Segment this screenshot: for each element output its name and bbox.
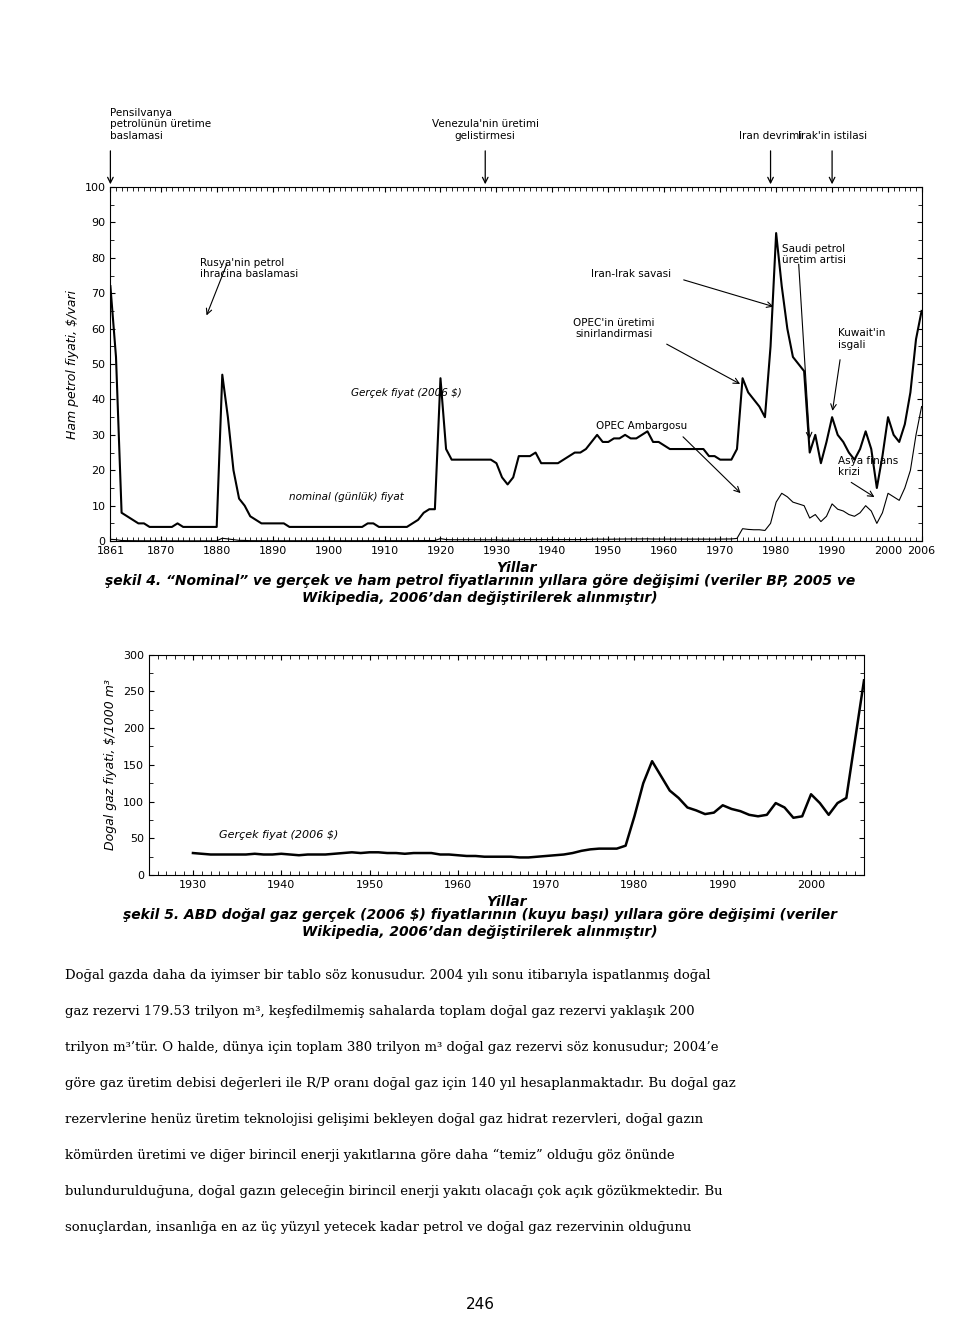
Y-axis label: Dogal gaz fiyati, $/1000 m³: Dogal gaz fiyati, $/1000 m³: [105, 680, 117, 850]
Text: nominal (günlük) fiyat: nominal (günlük) fiyat: [289, 493, 404, 502]
Text: Gerçek fiyat (2006 $): Gerçek fiyat (2006 $): [220, 830, 339, 839]
Text: gaz rezervi 179.53 trilyon m³, keşfedilmemiş sahalarda toplam doğal gaz rezervi : gaz rezervi 179.53 trilyon m³, keşfedilm…: [65, 1005, 695, 1018]
X-axis label: Yillar: Yillar: [495, 561, 537, 576]
Text: göre gaz üretim debisi değerleri ile R/P oranı doğal gaz için 140 yıl hesaplanma: göre gaz üretim debisi değerleri ile R/P…: [65, 1077, 736, 1090]
Text: kömürden üretimi ve diğer birincil enerji yakıtlarına göre daha “temiz” olduğu g: kömürden üretimi ve diğer birincil enerj…: [65, 1149, 675, 1162]
Text: şekil 5. ABD doğal gaz gerçek (2006 $) fiyatlarının (kuyu başı) yıllara göre değ: şekil 5. ABD doğal gaz gerçek (2006 $) f…: [123, 908, 837, 939]
Text: sonuçlardan, insanlığa en az üç yüzyıl yetecek kadar petrol ve doğal gaz rezervi: sonuçlardan, insanlığa en az üç yüzyıl y…: [65, 1221, 691, 1234]
Text: bulundurulduğuna, doğal gazın geleceğin birincil enerji yakıtı olacağı çok açık : bulundurulduğuna, doğal gazın geleceğin …: [65, 1185, 723, 1198]
Text: Irak'in istilasi: Irak'in istilasi: [798, 131, 867, 142]
Text: 246: 246: [466, 1297, 494, 1312]
Text: Saudi petrol
üretim artisi: Saudi petrol üretim artisi: [781, 243, 846, 266]
Text: OPEC Ambargosu: OPEC Ambargosu: [596, 421, 687, 432]
Text: Gerçek fiyat (2006 $): Gerçek fiyat (2006 $): [351, 387, 462, 398]
Text: rezervlerine henüz üretim teknolojisi gelişimi bekleyen doğal gaz hidrat rezervl: rezervlerine henüz üretim teknolojisi ge…: [65, 1113, 704, 1126]
Text: trilyon m³’tür. O halde, dünya için toplam 380 trilyon m³ doğal gaz rezervi söz : trilyon m³’tür. O halde, dünya için topl…: [65, 1041, 719, 1054]
Text: şekil 4. “Nominal” ve gerçek ve ham petrol fiyatlarının yıllara göre değişimi (v: şekil 4. “Nominal” ve gerçek ve ham petr…: [105, 574, 855, 605]
Text: Doğal gazda daha da iyimser bir tablo söz konusudur. 2004 yılı sonu itibarıyla i: Doğal gazda daha da iyimser bir tablo sö…: [65, 969, 710, 982]
Text: Rusya'nin petrol
ihracina baslamasi: Rusya'nin petrol ihracina baslamasi: [200, 258, 299, 279]
Text: Iran devrimi: Iran devrimi: [739, 131, 803, 142]
Text: Pensilvanya
petrolünün üretime
baslamasi: Pensilvanya petrolünün üretime baslamasi: [110, 108, 211, 142]
Text: Asya finans
krizi: Asya finans krizi: [838, 456, 898, 477]
Text: OPEC'in üretimi
sinirlandirmasi: OPEC'in üretimi sinirlandirmasi: [573, 318, 655, 339]
Y-axis label: Ham petrol fiyati, $/vari: Ham petrol fiyati, $/vari: [66, 290, 79, 438]
Text: Kuwait'in
isgali: Kuwait'in isgali: [838, 329, 885, 350]
Text: Venezula'nin üretimi
gelistirmesi: Venezula'nin üretimi gelistirmesi: [432, 119, 539, 142]
X-axis label: Yillar: Yillar: [486, 895, 527, 910]
Text: Iran-Irak savasi: Iran-Irak savasi: [590, 269, 671, 279]
